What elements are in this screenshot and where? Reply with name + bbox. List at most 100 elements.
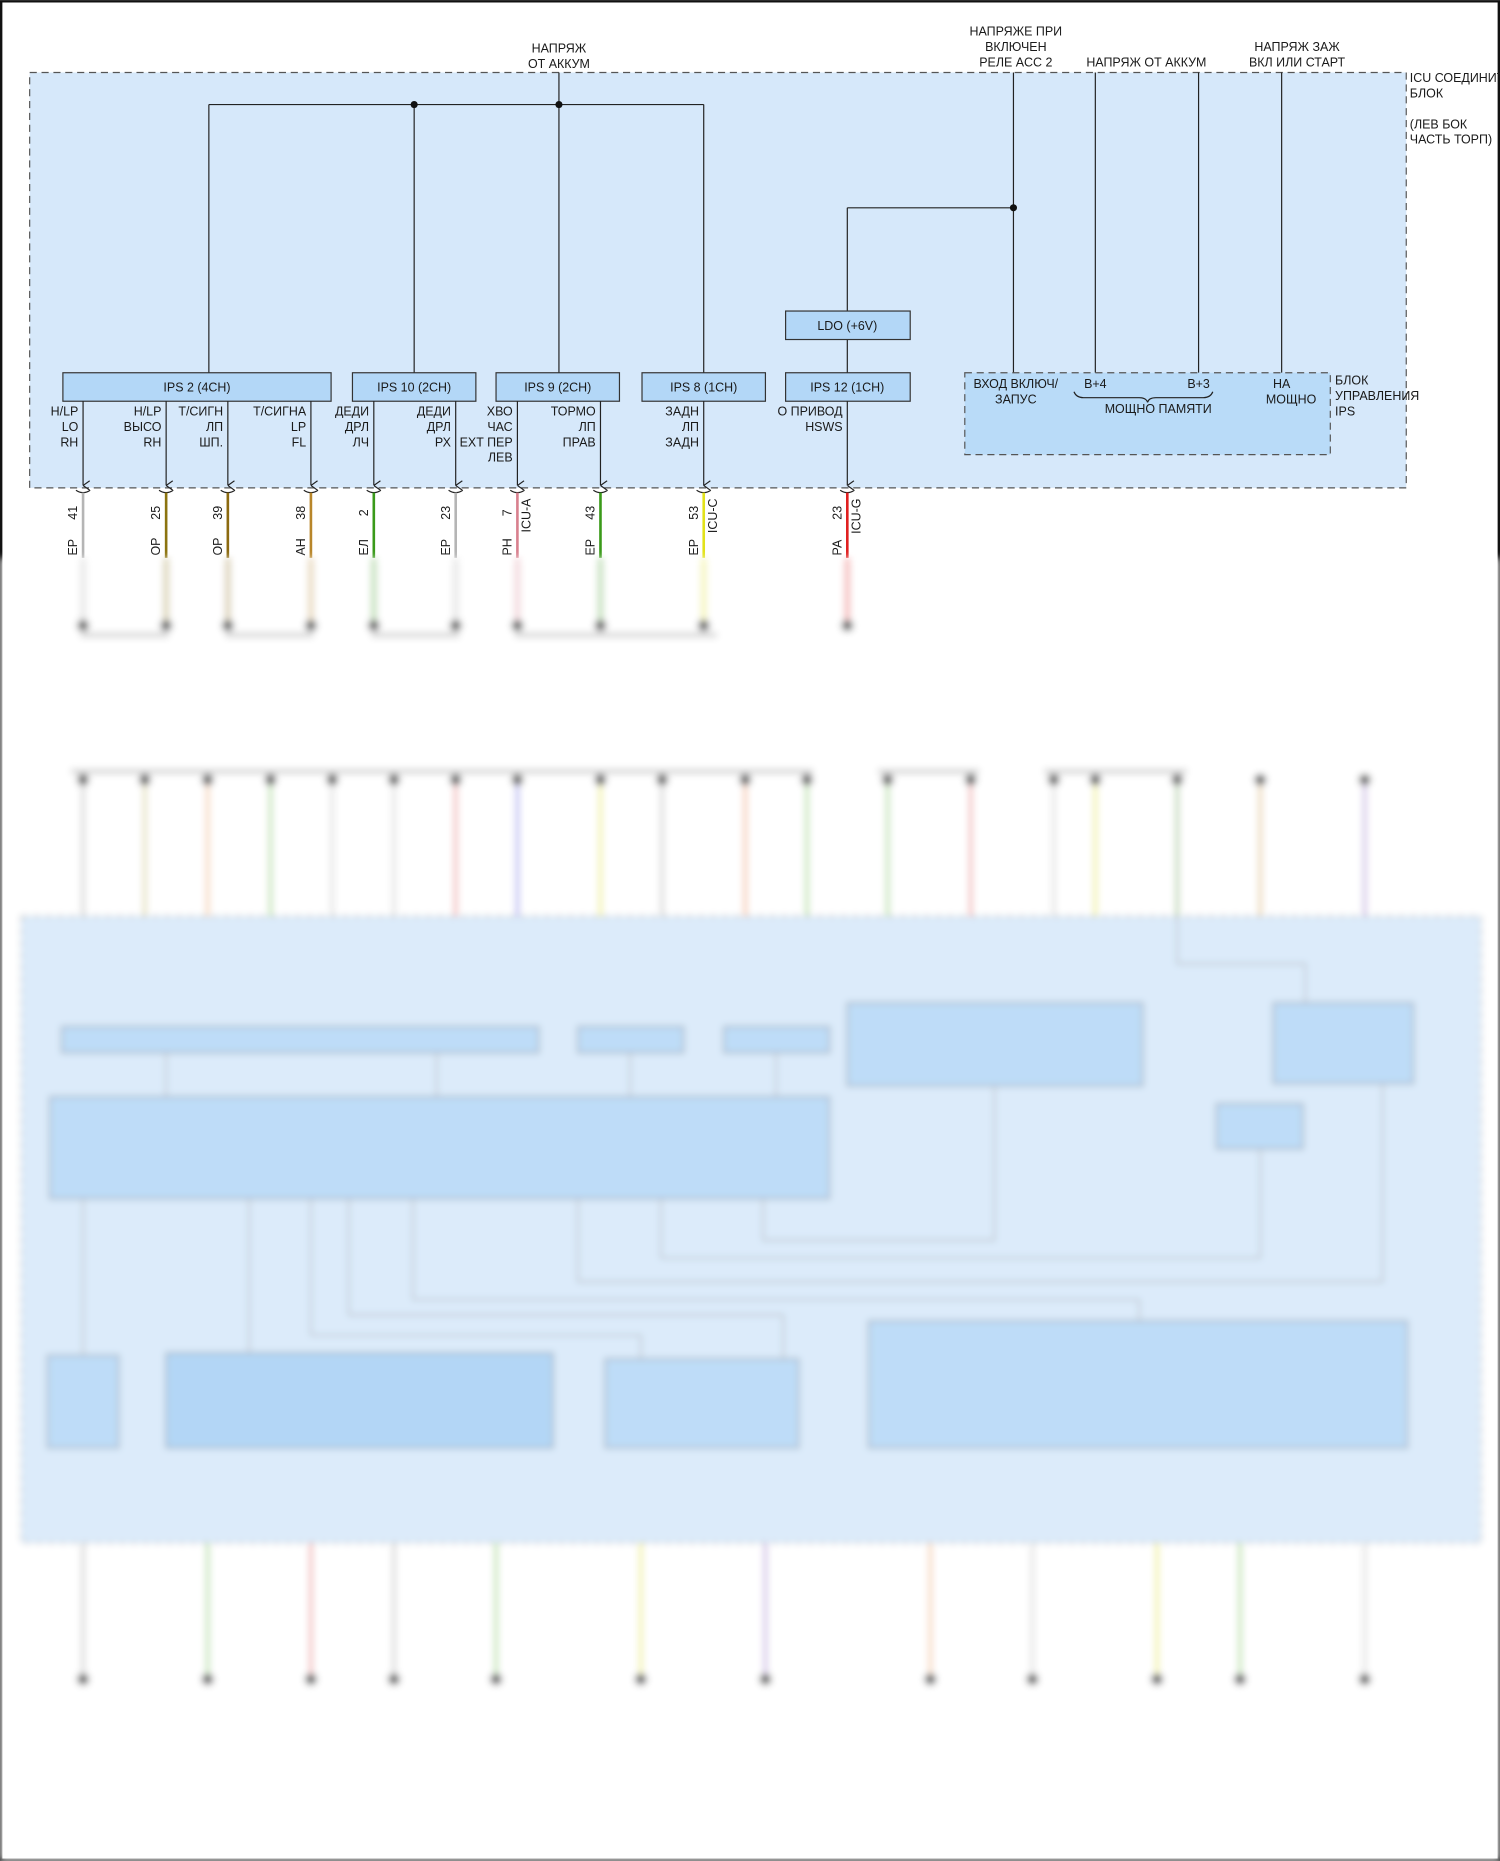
terminal-blurred [634,1673,647,1686]
terminal-blurred [304,1673,317,1686]
svg-text:НАПРЯЖ ЗАЖ: НАПРЯЖ ЗАЖ [1254,40,1340,54]
svg-text:УПРАВЛЕНИЯ: УПРАВЛЕНИЯ [1335,389,1419,403]
output-label: ЛП [682,420,699,434]
wire-color-code: ЕР [66,539,80,556]
output-label: ЧАС [487,420,512,434]
connector-terminal [593,489,608,494]
wire-color-code: РА [830,539,844,555]
svg-text:НАПРЯЖЕ ПРИ: НАПРЯЖЕ ПРИ [970,25,1063,39]
svg-text:НА: НА [1273,377,1291,391]
blurred-lower-diagram [0,557,1500,1861]
output-label: EXT ПЕР [460,435,513,449]
svg-text:БЛОК: БЛОК [1410,86,1444,100]
connector-terminal [839,489,855,494]
svg-text:НАПРЯЖ: НАПРЯЖ [532,41,587,55]
connector-terminal [158,489,174,494]
terminal-blurred [964,773,977,786]
svg-text:ICU СОЕДИНИТ: ICU СОЕДИНИТ [1410,71,1500,85]
svg-text:МОЩНО: МОЩНО [1266,393,1317,407]
terminal-blurred [264,773,277,786]
battery-voltage-right-label: НАПРЯЖ ОТ АККУМ [1086,56,1206,70]
ips-control-unit: ВХОД ВКЛЮЧ/ ЗАПУС B+4 B+3 МОЩНО ПАМЯТИ Н… [964,372,1331,456]
output-label: ДЕДИ [417,404,451,418]
output-label: LO [62,420,79,434]
output-label: ЛЧ [353,435,369,449]
power-bus-wires [208,72,1283,373]
ips-control-label: БЛОК УПРАВЛЕНИЯ IPS [1335,374,1419,419]
output-label: H/LP [134,404,162,418]
svg-text:РЕЛЕ ACC 2: РЕЛЕ ACC 2 [979,56,1052,70]
svg-text:IPS 12 (1CH): IPS 12 (1CH) [810,381,884,395]
terminal-blurred [1254,773,1267,786]
battery-voltage-label: НАПРЯЖ ОТ АККУМ [528,41,590,70]
wire-color-code: ЕР [687,539,701,556]
terminal-blurred [326,773,339,786]
output-circuits: H/LPLORH41ЕРH/LPВЫСОRH25ОРТ/СИГНЛПШП.39О… [51,401,863,558]
ldo-module: LDO (+6V) [785,310,911,341]
svg-text:МОЩНО ПАМЯТИ: МОЩНО ПАМЯТИ [1105,402,1212,416]
connector-terminal [75,489,91,494]
output-label: ЛП [579,420,596,434]
brace [1073,391,1214,403]
connector-terminal [220,489,236,494]
terminal-blurred [739,773,752,786]
terminal-blurred [801,773,813,786]
output-label: РХ [435,435,452,449]
svg-text:ЗАПУС: ЗАПУС [995,393,1037,407]
connector-id: ICU-A [519,498,533,533]
pin-number: 23 [830,506,844,520]
terminal-blurred [1234,1673,1247,1686]
acc2-relay-voltage-label: НАПРЯЖЕ ПРИ ВКЛЮЧЕН РЕЛЕ ACC 2 [970,25,1063,70]
svg-text:LDO (+6V): LDO (+6V) [817,319,877,333]
svg-text:ВКЛ ИЛИ СТАРТ: ВКЛ ИЛИ СТАРТ [1249,56,1346,70]
svg-text:ЧАСТЬ ТОРП): ЧАСТЬ ТОРП) [1410,133,1492,147]
wire-color-code: ОР [211,538,225,556]
terminal-blurred [511,773,524,786]
output-label: FL [292,435,307,449]
output-label: Т/СИГН [178,404,223,418]
junction-dot [555,100,563,109]
output-label: ДРЛ [345,420,369,434]
output-label: ШП. [199,435,223,449]
ips12-module: IPS 12 (1CH) [785,372,911,402]
pin-number: 23 [439,506,453,520]
output-label: RH [60,435,78,449]
svg-text:B+4: B+4 [1084,377,1107,391]
connector-terminal [696,489,712,494]
wire-color-code: РН [500,538,514,555]
terminal-blurred [490,1673,502,1686]
svg-text:IPS 9 (2CH): IPS 9 (2CH) [524,381,591,395]
svg-text:B+3: B+3 [1187,377,1210,391]
svg-text:(ЛЕВ БОК: (ЛЕВ БОК [1410,117,1468,131]
pin-number: 43 [584,506,598,520]
pin-number: 38 [294,506,308,520]
terminal-blurred [1151,1673,1163,1686]
terminal-blurred [77,1673,90,1686]
svg-text:ВКЛЮЧЕН: ВКЛЮЧЕН [985,40,1046,54]
output-label: ВЫСО [124,420,162,434]
ips10-module: IPS 10 (2CH) [351,372,477,402]
connector-terminal [448,489,464,494]
connector-id: ICU-G [849,499,863,534]
output-label: ХВО [487,404,513,418]
output-label: LP [291,420,306,434]
pin-number: 7 [500,509,514,516]
terminal-blurred [656,773,669,786]
connector-id: ICU-C [706,499,720,534]
pin-number: 53 [687,506,701,520]
output-label: ДЕДИ [335,404,369,418]
junction-dot [1009,204,1018,212]
terminal-blurred [201,773,214,786]
terminal-blurred [1358,1673,1371,1686]
connector-terminal [303,489,319,494]
output-label: RH [143,435,161,449]
wire-color-code: ЕЛ [357,539,371,555]
output-label: HSWS [805,420,842,434]
output-label: ДРЛ [427,420,451,434]
